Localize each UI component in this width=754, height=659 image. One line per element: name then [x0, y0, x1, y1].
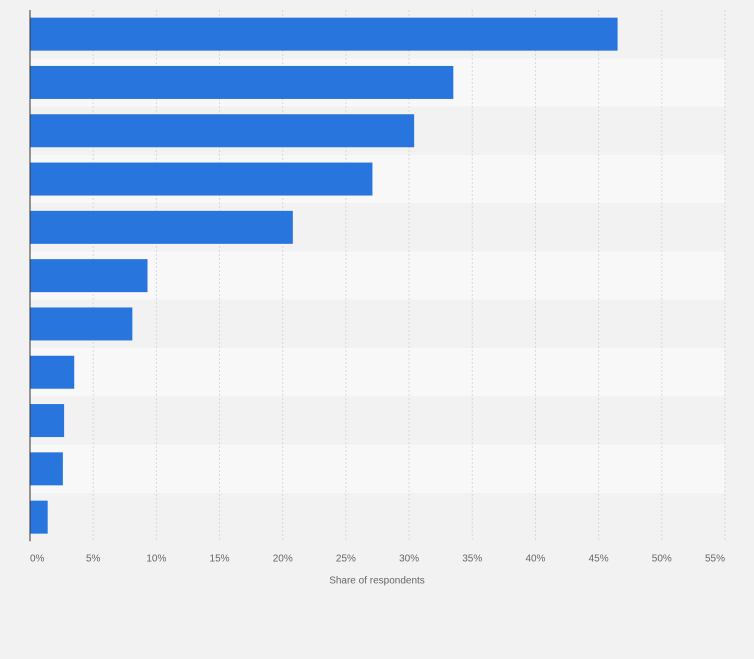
x-axis-title: Share of respondents	[329, 575, 425, 586]
x-tick-label: 20%	[273, 553, 293, 564]
row-band	[30, 299, 725, 349]
x-tick-label: 15%	[210, 553, 230, 564]
x-tick-label: 25%	[336, 553, 356, 564]
bar[interactable]	[30, 162, 373, 196]
x-tick-label: 50%	[652, 553, 672, 564]
row-band	[30, 444, 725, 493]
row-band	[30, 493, 725, 542]
x-tick-label: 40%	[525, 553, 545, 564]
x-axis-ticks: 0% 5% 10% 15% 20% 25% 30% 35% 40% 45% 50% 55%	[30, 553, 725, 564]
row-band	[30, 348, 725, 397]
bar[interactable]	[30, 65, 454, 99]
bar[interactable]	[30, 307, 133, 341]
bar[interactable]	[30, 452, 63, 486]
row-band	[30, 396, 725, 445]
bar[interactable]	[30, 259, 148, 293]
x-tick-label: 10%	[146, 553, 166, 564]
x-tick-label: 35%	[462, 553, 482, 564]
bars-group	[30, 17, 618, 534]
bar[interactable]	[30, 17, 618, 51]
x-tick-label: 0%	[30, 553, 45, 564]
bar[interactable]	[30, 210, 293, 244]
bar[interactable]	[30, 404, 65, 438]
bar[interactable]	[30, 114, 415, 148]
x-tick-label: 30%	[399, 553, 419, 564]
bar[interactable]	[30, 355, 75, 389]
x-tick-label: 45%	[589, 553, 609, 564]
x-tick-label: 5%	[86, 553, 101, 564]
bar[interactable]	[30, 500, 48, 534]
x-tick-label: 55%	[705, 553, 725, 564]
